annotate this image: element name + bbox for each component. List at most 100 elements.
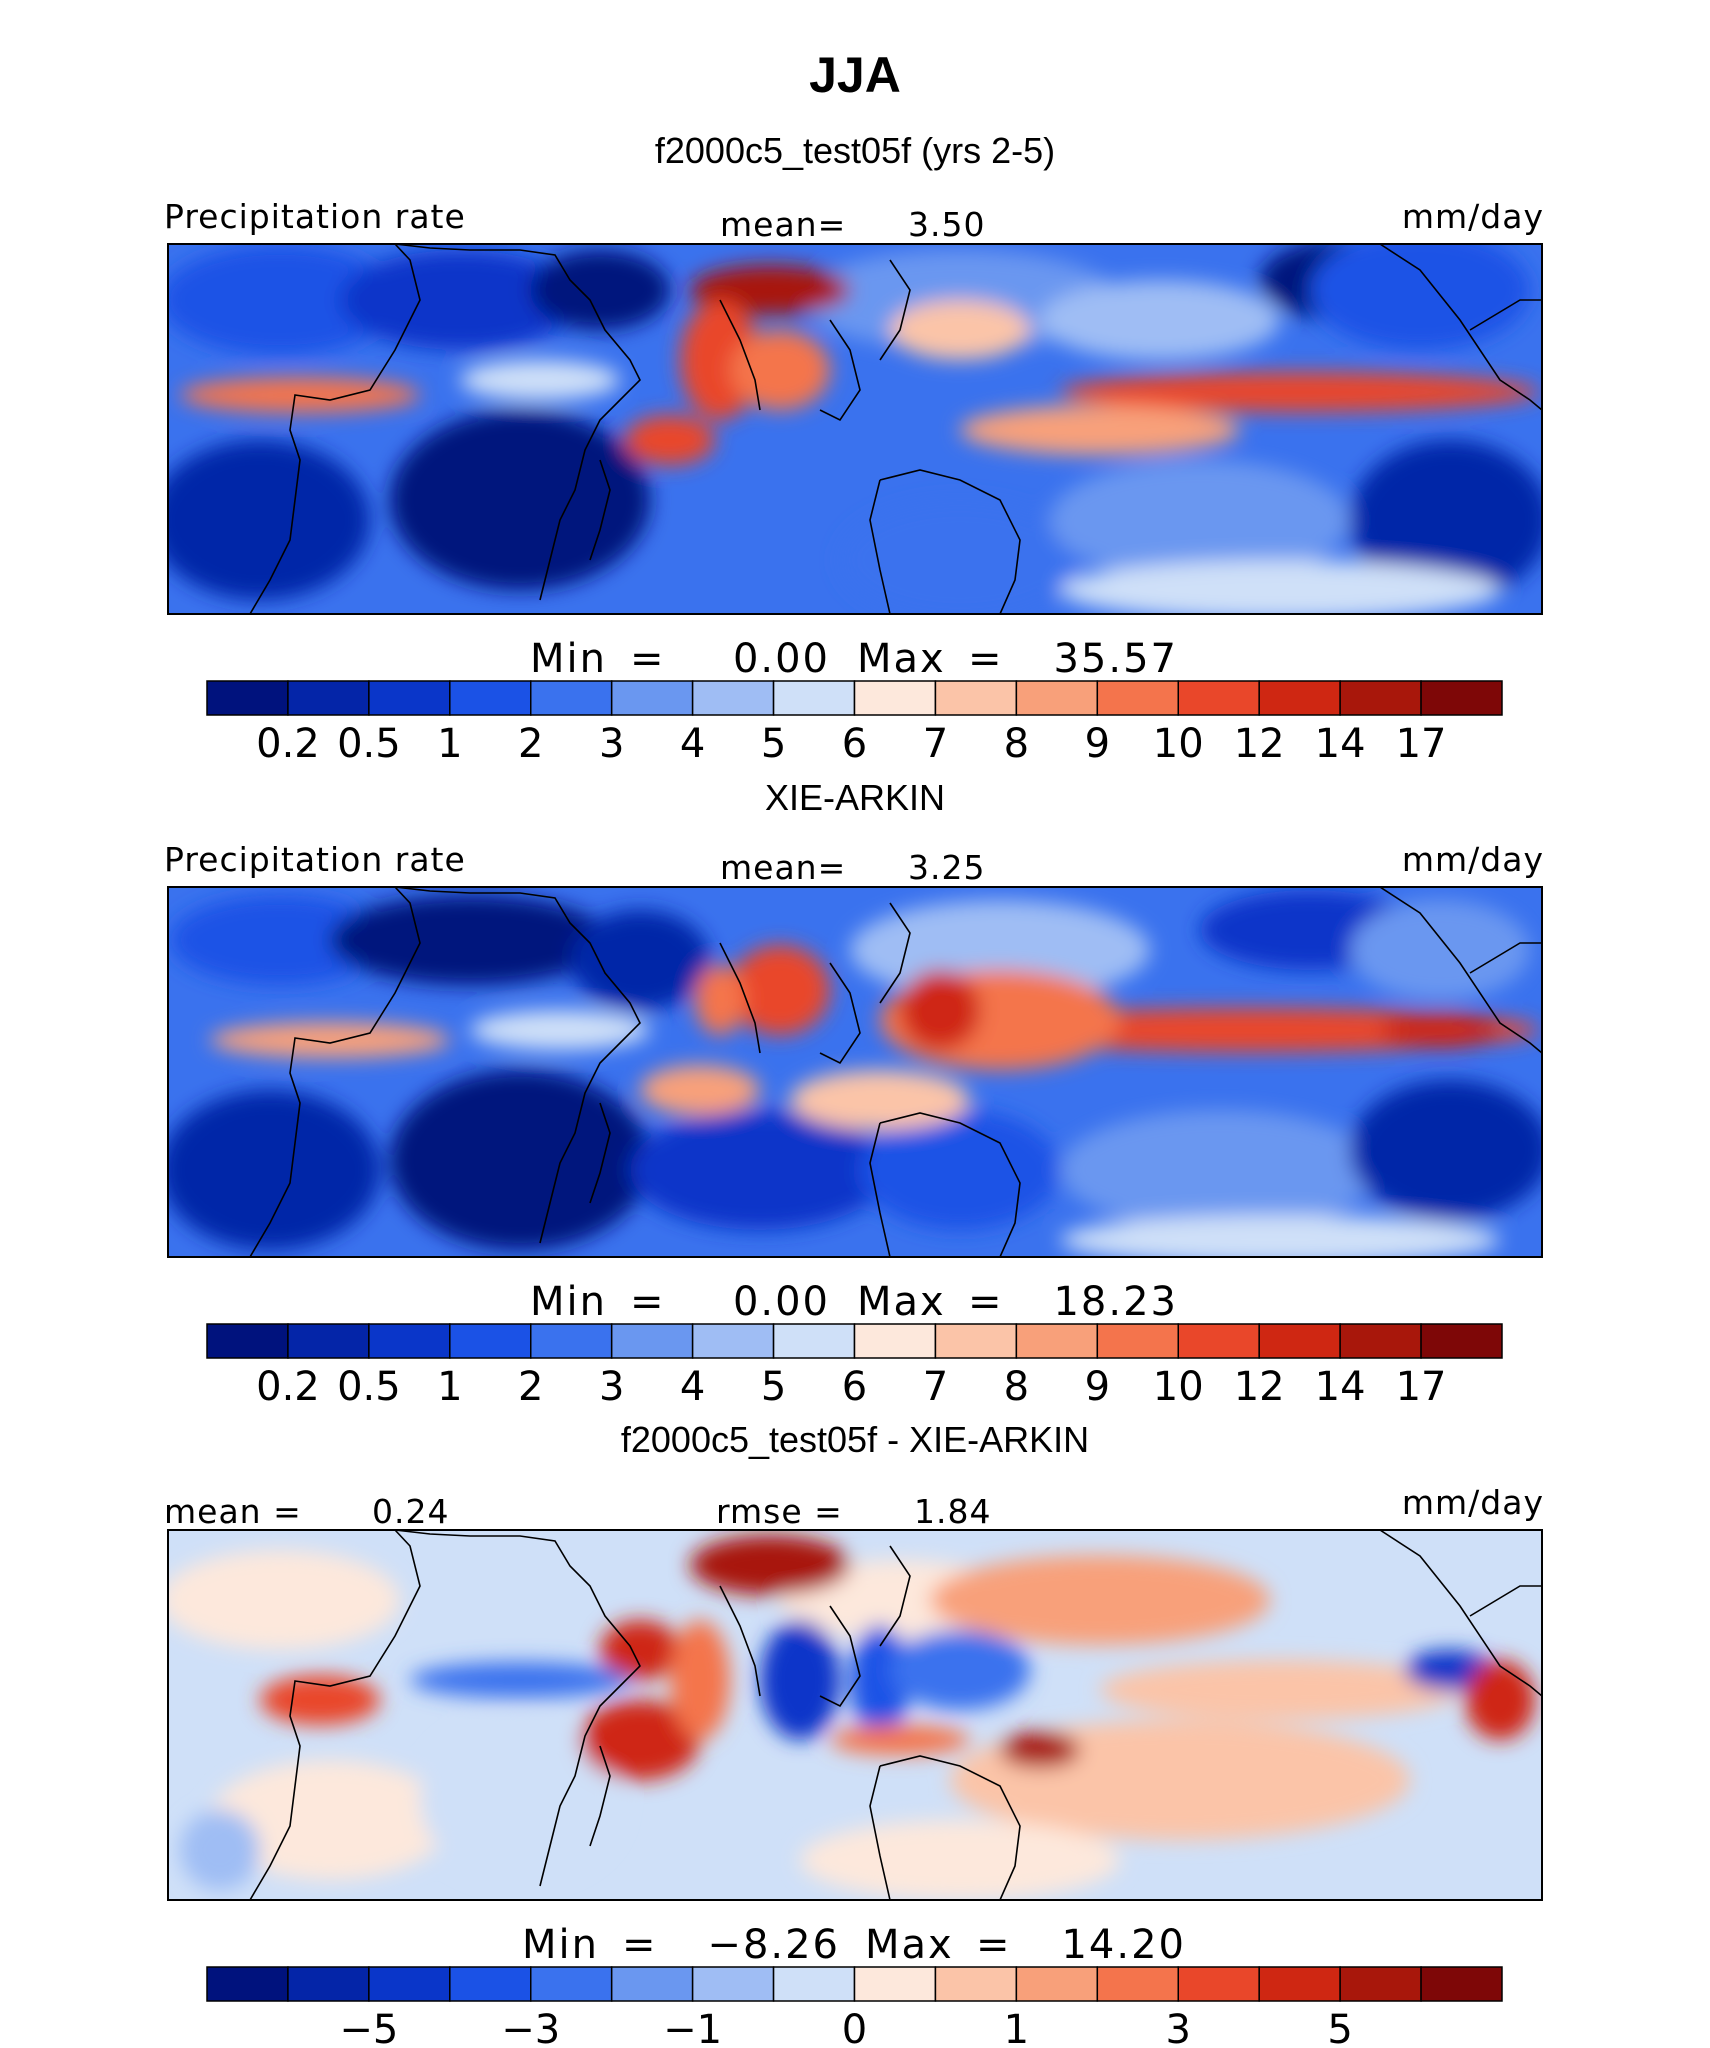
- panel-2-colorbar: [206, 1323, 1503, 1359]
- panel-2-map: [168, 887, 1542, 1257]
- panel-1-max-value: 35.57: [1053, 636, 1178, 682]
- colorbar-tick-label: 7: [923, 721, 948, 767]
- colorbar-box: [1420, 680, 1503, 716]
- colorbar-box: [206, 680, 289, 716]
- colorbar-box: [206, 1323, 289, 1359]
- figure-title: JJA: [809, 47, 901, 103]
- colorbar-tick-label: 3: [599, 1364, 624, 1410]
- panel-3-mean-value: 0.24: [372, 1492, 449, 1531]
- colorbar-box: [1096, 680, 1179, 716]
- colorbar-box: [1096, 1323, 1179, 1359]
- panel-2-subtitle: XIE-ARKIN: [765, 777, 945, 818]
- panel-3-map-frame: [167, 1529, 1543, 1901]
- panel-1-mean-value: 3.50: [908, 205, 985, 244]
- panel-2-mean-value: 3.25: [908, 848, 985, 887]
- panel-3-colorbar: [206, 1966, 1503, 2002]
- colorbar-tick-label: 0.2: [256, 1364, 320, 1410]
- panel-1-variable-label: Precipitation rate: [164, 197, 466, 236]
- colorbar-tick-label: 10: [1153, 1364, 1204, 1410]
- colorbar-box: [368, 1966, 451, 2002]
- colorbar-box: [1258, 1966, 1341, 2002]
- colorbar-tick-label: 0.5: [337, 721, 401, 767]
- panel-3: f2000c5_test05f - XIE-ARKIN mean = 0.24 …: [164, 1419, 1544, 2048]
- colorbar-box: [449, 1323, 532, 1359]
- panel-1-mean-label: mean=: [720, 205, 846, 244]
- colorbar-box: [934, 1966, 1018, 2002]
- panel-2-map-frame: [167, 886, 1543, 1258]
- colorbar-tick-label: 9: [1085, 1364, 1110, 1410]
- colorbar-tick-label: 0: [842, 2007, 867, 2048]
- colorbar-box: [368, 1323, 451, 1359]
- colorbar-box: [449, 1966, 532, 2002]
- colorbar-box: [287, 1966, 370, 2002]
- colorbar-box: [691, 1323, 775, 1359]
- colorbar-tick-label: 9: [1085, 721, 1110, 767]
- panel-2-min-label: Min: [530, 1279, 607, 1325]
- colorbar-box: [368, 680, 451, 716]
- colorbar-box: [1096, 1966, 1179, 2002]
- colorbar-tick-label: 2: [518, 721, 543, 767]
- panel-2-coastlines: [249, 887, 1542, 1257]
- colorbar-box: [610, 680, 694, 716]
- panel-2-max-value: 18.23: [1053, 1279, 1178, 1325]
- panel-1-eq2: =: [968, 636, 1002, 682]
- colorbar-box: [1339, 680, 1422, 716]
- colorbar-box: [1177, 1966, 1260, 2002]
- colorbar-tick-label: 2: [518, 1364, 543, 1410]
- colorbar-box: [1420, 1966, 1503, 2002]
- colorbar-box: [1258, 1323, 1341, 1359]
- panel-1-coastlines: [249, 244, 1542, 614]
- panel-3-coastlines: [249, 1530, 1542, 1900]
- panel-1: f2000c5_test05f (yrs 2-5) Precipitation …: [164, 130, 1544, 767]
- colorbar-box: [206, 1966, 289, 2002]
- colorbar-tick-label: 3: [599, 721, 624, 767]
- colorbar-tick-label: 8: [1004, 721, 1029, 767]
- panel-3-min-value: −8.26: [707, 1922, 840, 1968]
- colorbar-box: [772, 680, 856, 716]
- panel-3-eq1: =: [622, 1922, 656, 1968]
- colorbar-tick-label: −1: [663, 2007, 722, 2048]
- colorbar-box: [772, 1323, 856, 1359]
- colorbar-box: [287, 1323, 370, 1359]
- colorbar-tick-label: 1: [437, 1364, 462, 1410]
- colorbar-box: [1420, 1323, 1503, 1359]
- panel-1-min-value: 0.00: [733, 636, 830, 682]
- panel-3-units: mm/day: [1402, 1483, 1544, 1522]
- panel-2: XIE-ARKIN Precipitation rate mean= 3.25 …: [164, 777, 1543, 1410]
- colorbar-tick-label: 5: [761, 1364, 786, 1410]
- colorbar-tick-label: 6: [842, 1364, 867, 1410]
- panel-3-rmse-value: 1.84: [914, 1492, 991, 1531]
- panel-2-eq1: =: [630, 1279, 664, 1325]
- colorbar-box: [449, 680, 532, 716]
- colorbar-box: [610, 1323, 694, 1359]
- panel-2-mean-label: mean=: [720, 848, 846, 887]
- colorbar-tick-label: 10: [1153, 721, 1204, 767]
- colorbar-tick-label: 12: [1234, 721, 1285, 767]
- colorbar-box: [853, 1966, 937, 2002]
- colorbar-box: [1339, 1323, 1422, 1359]
- colorbar-box: [934, 680, 1018, 716]
- colorbar-tick-label: 1: [1004, 2007, 1029, 2048]
- colorbar-tick-label: 1: [437, 721, 462, 767]
- panel-2-min-value: 0.00: [733, 1279, 830, 1325]
- panel-1-min-label: Min: [530, 636, 607, 682]
- panel-3-mean-label: mean =: [164, 1492, 302, 1531]
- colorbar-box: [691, 1966, 775, 2002]
- panel-3-map: [168, 1530, 1542, 1900]
- colorbar-tick-label: 0.2: [256, 721, 320, 767]
- colorbar-box: [1015, 1966, 1099, 2002]
- panel-2-eq2: =: [968, 1279, 1002, 1325]
- panel-2-variable-label: Precipitation rate: [164, 840, 466, 879]
- panel-1-colorbar: [206, 680, 1503, 716]
- panel-1-colorbar-ticks: 0.2 0.5 1 2 3 4 5 6 7 8 9 10 12 14 17: [256, 721, 1446, 767]
- panel-1-map: [168, 244, 1542, 614]
- colorbar-box: [853, 1323, 937, 1359]
- colorbar-tick-label: 5: [1327, 2007, 1352, 2048]
- colorbar-box: [287, 680, 370, 716]
- colorbar-tick-label: 17: [1396, 721, 1447, 767]
- panel-1-map-frame: [167, 243, 1543, 615]
- panel-1-units: mm/day: [1402, 197, 1544, 236]
- colorbar-tick-label: 4: [680, 721, 705, 767]
- colorbar-box: [1015, 1323, 1099, 1359]
- colorbar-tick-label: −5: [339, 2007, 398, 2048]
